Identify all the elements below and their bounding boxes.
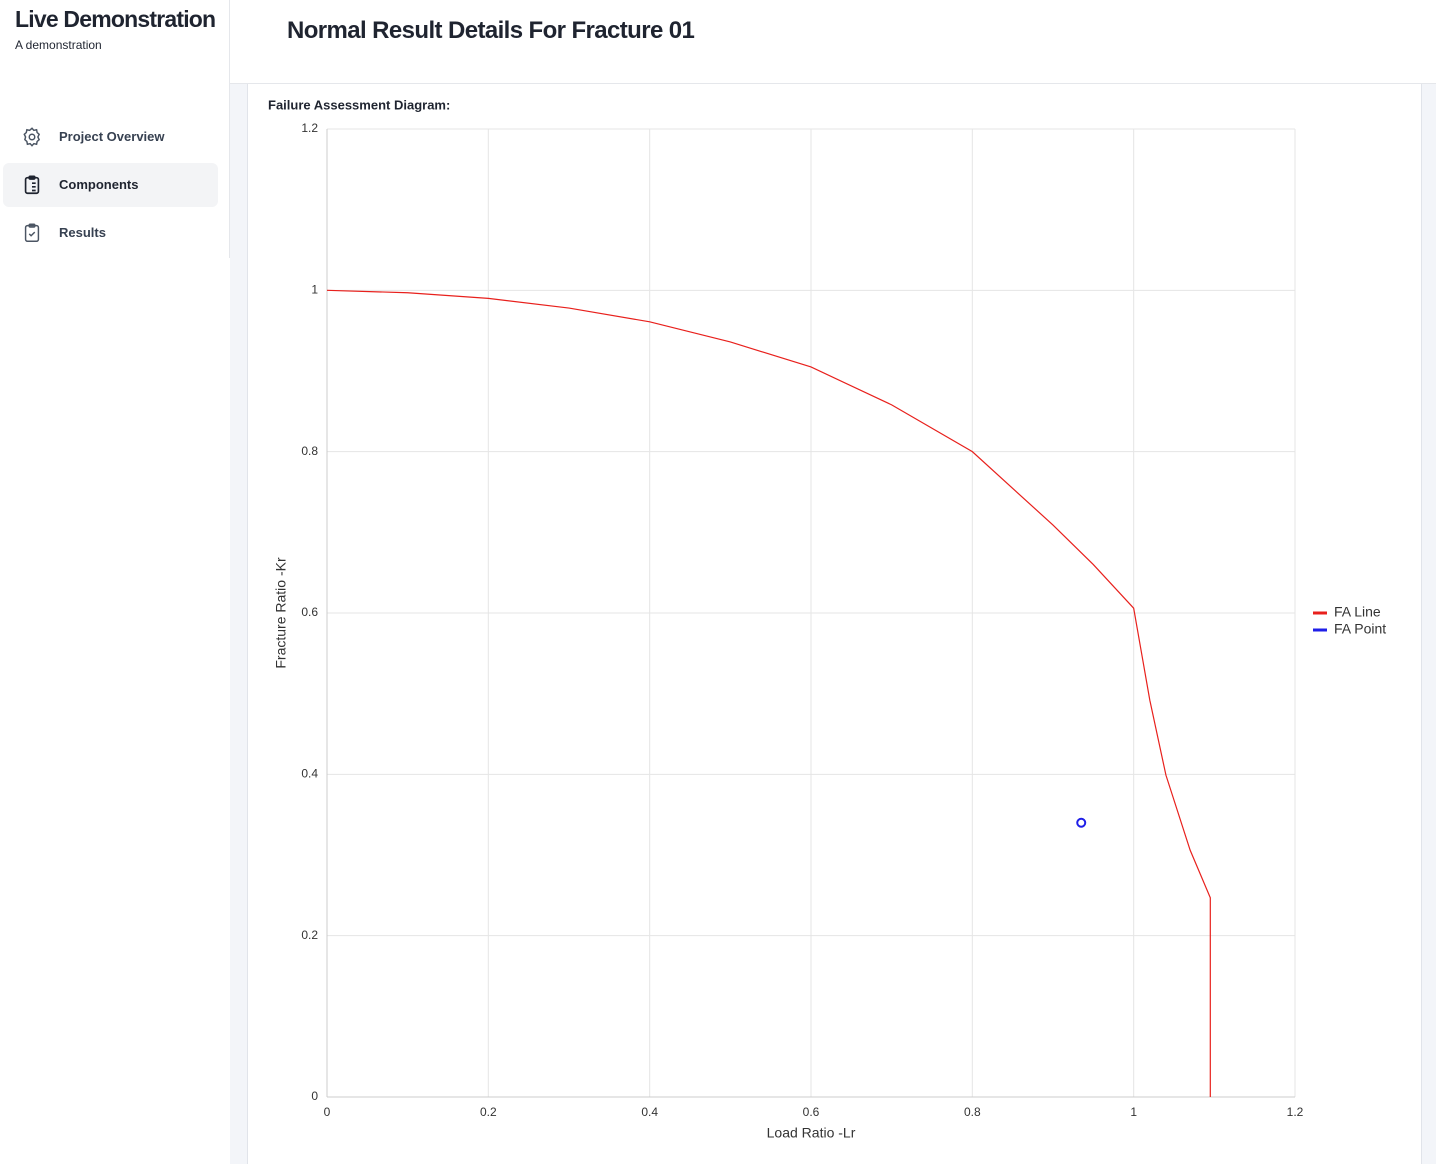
x-tick-label: 0.2 (480, 1105, 497, 1119)
nav-item[interactable]: Project Overview (3, 115, 218, 159)
chart: Failure Assessment Diagram: Load Ratio -… (268, 97, 1386, 1141)
app-title: Live Demonstration (15, 6, 216, 32)
nav-label: Results (59, 225, 106, 240)
clipboard-check-icon (24, 223, 40, 242)
y-tick-label: 0.6 (301, 605, 318, 619)
x-tick-label: 0.8 (964, 1105, 981, 1119)
nav-label: Components (59, 177, 139, 192)
fa-line (326, 289, 1211, 1097)
y-tick-label: 1 (311, 283, 318, 297)
chart-title: Failure Assessment Diagram: (268, 97, 450, 112)
legend-label: FA Line (1334, 604, 1381, 620)
nav-item[interactable]: Results (3, 211, 218, 255)
panel: Failure Assessment Diagram: Load Ratio -… (247, 84, 1422, 1164)
y-tick-label: 0.4 (301, 767, 318, 781)
sidebar: Live Demonstration A demonstration Proje… (0, 0, 230, 258)
x-tick-label: 0.6 (803, 1105, 820, 1119)
legend-label: FA Point (1334, 621, 1386, 637)
gear-icon (23, 127, 41, 147)
app-subtitle: A demonstration (15, 38, 102, 52)
header: Normal Result Details For Fracture 01 (230, 0, 1436, 84)
nav-label: Project Overview (59, 129, 165, 144)
x-tick-label: 1.2 (1287, 1105, 1304, 1119)
clipboard-list-icon (24, 175, 40, 195)
fa-point (1076, 817, 1087, 828)
y-axis-label: Fracture Ratio -Kr (273, 557, 289, 669)
y-tick-label: 0.8 (301, 444, 318, 458)
nav-item[interactable]: Components (3, 163, 218, 207)
page-title: Normal Result Details For Fracture 01 (287, 17, 695, 44)
y-tick-label: 1.2 (301, 121, 318, 135)
y-tick-label: 0 (311, 1089, 318, 1103)
x-tick-label: 0 (324, 1105, 331, 1119)
y-tick-label: 0.2 (301, 928, 318, 942)
main: Failure Assessment Diagram: Load Ratio -… (230, 84, 1436, 1164)
x-tick-label: 1 (1130, 1105, 1137, 1119)
x-axis-label: Load Ratio -Lr (767, 1125, 856, 1141)
x-tick-label: 0.4 (641, 1105, 658, 1119)
